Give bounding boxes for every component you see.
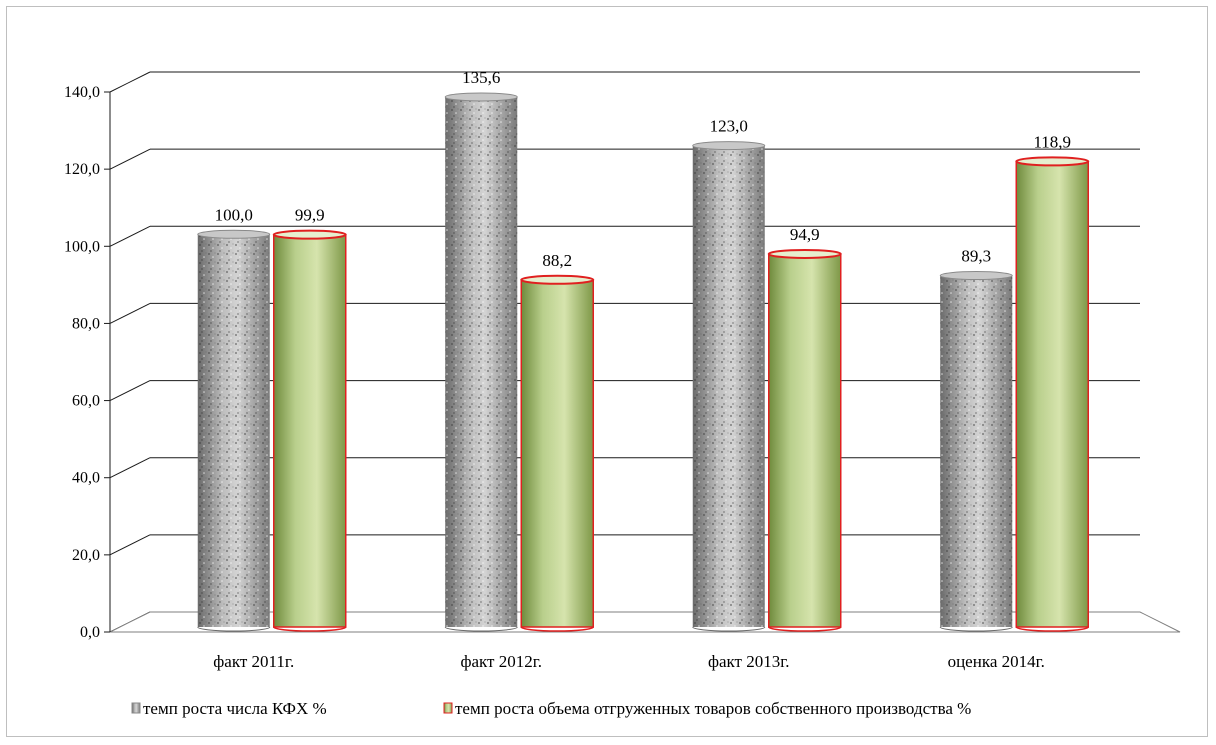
data-label: 118,9 bbox=[1033, 132, 1071, 151]
bar-top-cap bbox=[444, 92, 518, 102]
data-label: 89,3 bbox=[961, 247, 991, 266]
axis-layer: 0,0 20,0 40,0 60,0 80,0 100,0 120,0 140,0 bbox=[64, 84, 1181, 641]
legend-label: темп роста числа КФХ % bbox=[143, 699, 327, 718]
data-label: 123,0 bbox=[710, 117, 748, 136]
bar-base-edge bbox=[197, 626, 271, 632]
bar-body bbox=[273, 233, 347, 628]
category-label: оценка 2014г. bbox=[948, 652, 1045, 671]
gridline-depth bbox=[109, 225, 151, 247]
legend-item-shipment: темп роста объема отгруженных товаров со… bbox=[443, 699, 971, 718]
data-label: 94,9 bbox=[790, 225, 820, 244]
legend-item-kfh: темп роста числа КФХ % bbox=[131, 699, 327, 718]
bar-base-edge bbox=[939, 626, 1013, 632]
y-tick-label: 140,0 bbox=[64, 84, 100, 101]
bar-top-cap bbox=[1015, 156, 1090, 167]
bar-base-edge bbox=[768, 626, 842, 632]
category-label: факт 2012г. bbox=[460, 652, 542, 671]
bars-layer bbox=[197, 92, 1090, 632]
labels-layer: 100,0 99,9 факт 2011г. 135,6 88,2 факт 2012г.… bbox=[213, 68, 1071, 671]
category-label: факт 2011г. bbox=[213, 652, 294, 671]
bar-base-edge bbox=[692, 626, 766, 632]
bar-body bbox=[520, 279, 594, 628]
gridline-depth bbox=[109, 457, 151, 479]
bar-base-edge bbox=[444, 626, 518, 632]
bar-top-cap bbox=[520, 274, 595, 285]
gridline-depth bbox=[109, 534, 151, 556]
chart-floor bbox=[109, 611, 1181, 633]
bar-top-cap bbox=[272, 229, 347, 240]
data-label: 99,9 bbox=[295, 206, 325, 225]
bar-texture bbox=[197, 234, 270, 628]
y-tick-label: 100,0 bbox=[64, 238, 100, 255]
data-label: 135,6 bbox=[462, 68, 500, 87]
category-label: факт 2013г. bbox=[708, 652, 790, 671]
bar-top-cap bbox=[939, 271, 1013, 281]
bar-body bbox=[1015, 160, 1089, 628]
legend-swatch bbox=[443, 702, 453, 714]
gridline-depth bbox=[109, 71, 151, 93]
bar-base-edge bbox=[520, 626, 594, 632]
legend-layer: темп роста числа КФХ % темп роста объема … bbox=[131, 699, 971, 718]
y-tick-label: 20,0 bbox=[72, 547, 100, 564]
bar-texture bbox=[692, 145, 765, 628]
y-tick-label: 120,0 bbox=[64, 161, 100, 178]
bar-kfh-growth bbox=[939, 271, 1013, 632]
gridline-depth bbox=[109, 302, 151, 324]
bar-kfh-growth bbox=[692, 141, 766, 632]
bar-kfh-growth bbox=[444, 92, 518, 632]
gridline-depth bbox=[109, 380, 151, 402]
legend-swatch bbox=[131, 702, 141, 714]
data-label: 88,2 bbox=[542, 251, 572, 270]
legend-label: темп роста объема отгруженных товаров со… bbox=[455, 699, 971, 718]
bar-top-cap bbox=[197, 229, 271, 239]
bar-base-edge bbox=[273, 626, 347, 632]
y-tick-label: 40,0 bbox=[72, 470, 100, 487]
y-tick-label: 60,0 bbox=[72, 393, 100, 410]
bar-top-cap bbox=[692, 141, 766, 151]
bar-top-cap bbox=[767, 248, 842, 259]
bar-shipment-growth bbox=[767, 248, 842, 632]
bar-shipment-growth bbox=[1015, 156, 1090, 632]
bar-texture bbox=[940, 275, 1013, 627]
bar-shipment-growth bbox=[520, 274, 595, 632]
bar-shipment-growth bbox=[272, 229, 347, 632]
y-tick-label: 80,0 bbox=[72, 315, 100, 332]
gridline-depth bbox=[109, 148, 151, 170]
bar-texture bbox=[445, 96, 518, 627]
bar-kfh-growth bbox=[197, 229, 271, 632]
y-tick-label: 0,0 bbox=[80, 624, 100, 641]
bar-body bbox=[768, 253, 842, 628]
data-label: 100,0 bbox=[215, 205, 253, 224]
bar-base-edge bbox=[1015, 626, 1089, 632]
